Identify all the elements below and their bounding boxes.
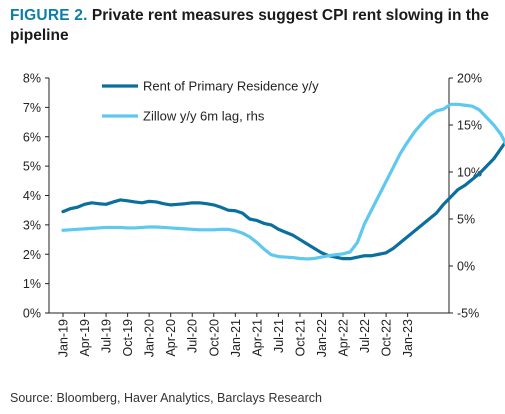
series-layer [61, 102, 505, 261]
left-tick-label: 7% [23, 101, 41, 115]
right-y-axis: -5%0%5%10%15%20% [449, 72, 482, 321]
left-tick-label: 6% [23, 130, 41, 144]
left-tick-label: 1% [23, 277, 41, 291]
left-tick-label: 5% [23, 160, 41, 174]
x-tick-label: Jan-19 [57, 319, 71, 357]
source-note: Source: Bloomberg, Haver Analytics, Barc… [10, 391, 322, 405]
x-tick-label: Apr-20 [164, 319, 178, 357]
left-tick-label: 0% [23, 307, 41, 321]
chart-title: FIGURE 2. Private rent measures suggest … [10, 6, 495, 46]
x-tick-label: Jul-21 [272, 319, 286, 353]
x-tick-label: Jul-20 [186, 319, 200, 353]
legend: Rent of Primary Residence y/y Zillow y/y … [102, 79, 319, 124]
x-axis: Jan-19 Apr-19 Jul-19 Oct-19 Jan-20 Apr-20 Jul-… [57, 313, 415, 357]
figure-label: FIGURE 2. [10, 7, 88, 24]
left-tick-label: 8% [23, 72, 41, 86]
x-tick-label: Oct-21 [293, 319, 307, 357]
legend-label: Zillow y/y 6m lag, rhs [143, 109, 265, 124]
x-tick-label: Apr-19 [78, 319, 92, 357]
right-tick-label: 5% [457, 213, 475, 227]
x-tick-label: Oct-22 [380, 319, 394, 357]
x-tick-label: Jan-22 [315, 319, 329, 357]
figure-headline: Private rent measures suggest CPI rent s… [10, 7, 489, 44]
right-tick-label: 0% [457, 260, 475, 274]
right-tick-label: -5% [457, 307, 479, 321]
rent-primary-residence-line [61, 139, 505, 261]
legend-label: Rent of Primary Residence y/y [143, 79, 319, 94]
x-tick-label: Apr-22 [337, 319, 351, 357]
x-tick-label: Jul-22 [358, 319, 372, 353]
right-tick-label: 20% [457, 72, 482, 86]
x-tick-label: Jan-23 [401, 319, 415, 357]
zillow-line [61, 102, 505, 261]
right-tick-label: 15% [457, 119, 482, 133]
left-tick-label: 4% [23, 189, 41, 203]
x-tick-label: Oct-19 [121, 319, 135, 357]
left-tick-label: 3% [23, 218, 41, 232]
x-tick-label: Jul-19 [100, 319, 114, 353]
x-tick-label: Jan-21 [229, 319, 243, 357]
x-tick-label: Apr-21 [250, 319, 264, 357]
left-tick-label: 2% [23, 248, 41, 262]
left-y-axis: 0% 1% 2% 3% 4% 5% 6% 7% 8% [23, 72, 49, 321]
x-tick-label: Jan-20 [143, 319, 157, 357]
x-tick-label: Oct-20 [207, 319, 221, 357]
